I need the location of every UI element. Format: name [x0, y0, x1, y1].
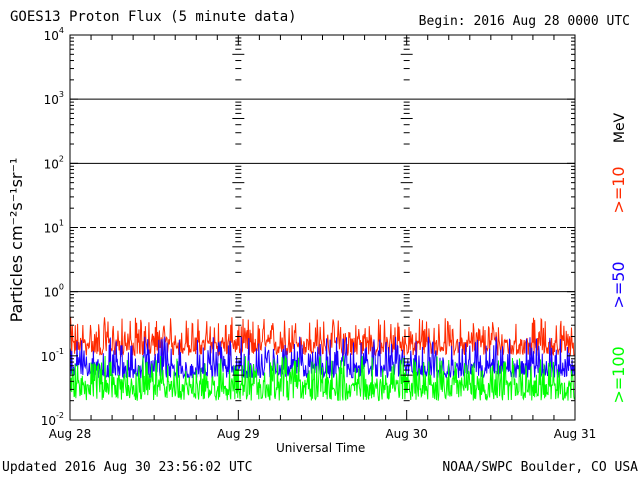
legend-unit-label: MeV	[612, 112, 628, 143]
y-tick-label: 104	[44, 26, 64, 43]
chart-title: GOES13 Proton Flux (5 minute data)	[10, 9, 297, 25]
x-tick-label: Aug 30	[385, 427, 428, 441]
credit-label: NOAA/SWPC Boulder, CO USA	[442, 460, 638, 475]
y-tick-label: 103	[44, 90, 64, 107]
x-tick-label: Aug 28	[49, 427, 92, 441]
x-tick-label: Aug 31	[554, 427, 597, 441]
x-tick-label: Aug 29	[217, 427, 260, 441]
updated-timestamp: Updated 2016 Aug 30 23:56:02 UTC	[2, 460, 253, 475]
series-line	[69, 355, 575, 402]
series-lines	[69, 317, 575, 402]
legend-entry: >=10	[609, 166, 628, 213]
y-tick-label: 101	[44, 219, 64, 236]
y-tick-label: 100	[44, 283, 64, 300]
y-tick-label: 102	[44, 154, 64, 171]
y-tick-label: 10-2	[41, 411, 64, 428]
series-line	[69, 317, 575, 358]
threshold-lines	[70, 98, 575, 293]
legend: >=10 >=50 >=100 MeV	[609, 112, 628, 403]
y-axis-label: Particles cm⁻²s⁻¹sr⁻¹	[7, 158, 26, 323]
legend-entry: >=50	[609, 261, 628, 308]
x-axis-ticks: Aug 28 Aug 29 Aug 30 Aug 31	[49, 35, 597, 441]
legend-entry: >=100	[609, 346, 628, 403]
begin-label: Begin: 2016 Aug 28 0000 UTC	[418, 14, 630, 29]
y-tick-label: 10-1	[41, 347, 64, 364]
y-axis-ticks: 10-2 10-1 100 101 102 103 104	[41, 26, 575, 428]
x-axis-label: Universal Time	[276, 441, 366, 455]
